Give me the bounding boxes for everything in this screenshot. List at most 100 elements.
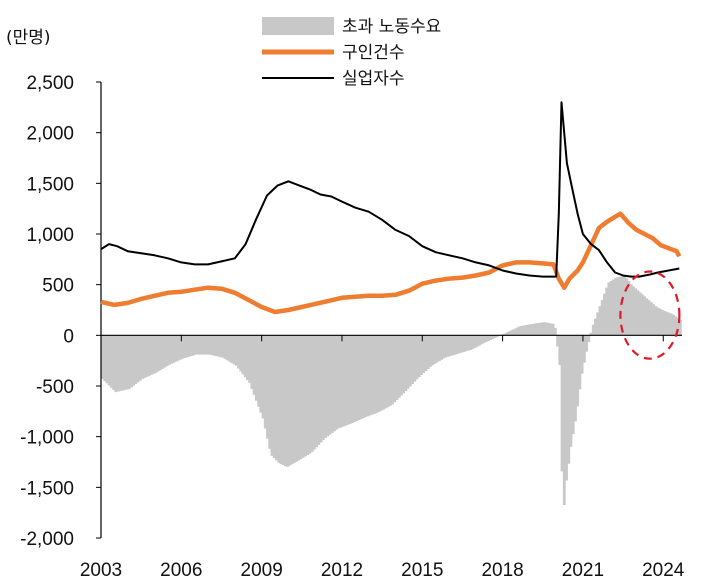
excess-demand-bar <box>652 304 655 336</box>
excess-demand-bar <box>636 290 640 336</box>
excess-demand-bar <box>629 283 633 336</box>
excess-demand-bar <box>384 335 388 409</box>
excess-demand-bar <box>373 335 377 414</box>
excess-demand-bar <box>116 335 120 392</box>
excess-demand-bar <box>194 335 198 355</box>
excess-demand-bar <box>179 335 182 360</box>
excess-demand-bar <box>395 335 399 400</box>
excess-demand-bar <box>121 335 124 391</box>
y-tick-label: -1,000 <box>20 428 74 449</box>
excess-demand-bar <box>203 335 207 355</box>
annotation <box>619 270 681 360</box>
excess-demand-bar <box>348 335 352 424</box>
excess-demand-bar <box>159 335 162 371</box>
excess-demand-bar <box>107 335 111 386</box>
excess-demand-bar <box>141 335 144 379</box>
excess-demand-bar <box>366 335 370 417</box>
excess-demand-bar <box>473 335 477 348</box>
excess-demand-bar <box>350 335 354 424</box>
excess-demand-bar <box>241 335 245 375</box>
excess-demand-bar <box>600 299 604 336</box>
excess-demand-bar <box>243 335 247 378</box>
excess-demand-bar <box>219 335 223 358</box>
excess-demand-bar <box>676 318 680 336</box>
legend-swatch-excess-demand <box>262 17 334 35</box>
excess-demand-bar <box>246 335 249 381</box>
excess-demand-bar <box>263 335 267 429</box>
excess-demand-bar <box>567 335 571 464</box>
x-tick-label: 2009 <box>241 560 283 581</box>
excess-demand-bar <box>346 335 350 425</box>
excess-demand-bar <box>672 314 676 336</box>
excess-demand-bar <box>402 335 406 394</box>
excess-demand-bar <box>228 335 232 362</box>
excess-demand-bar <box>165 335 169 367</box>
excess-demand-bar <box>257 335 261 407</box>
excess-demand-bar <box>453 335 457 355</box>
excess-demand-bar <box>596 312 600 336</box>
excess-demand-bar <box>478 335 481 346</box>
excess-demand-bar <box>275 335 278 461</box>
excess-demand-bar <box>513 328 517 336</box>
excess-demand-bar <box>585 335 588 352</box>
excess-demand-bar <box>261 335 265 419</box>
excess-demand-bar <box>304 335 307 457</box>
excess-demand-bar <box>208 335 211 355</box>
excess-demand-bar <box>382 335 385 410</box>
excess-demand-bar <box>661 309 664 336</box>
excess-demand-bar <box>475 335 479 347</box>
excess-demand-bar <box>156 335 160 372</box>
excess-demand-bar <box>248 335 252 383</box>
x-tick-label: 2003 <box>80 560 122 581</box>
excess-demand-bar <box>145 335 149 377</box>
excess-demand-bar <box>426 335 430 369</box>
excess-demand-bar <box>495 335 499 337</box>
excess-demand-bar <box>353 335 356 423</box>
excess-demand-bar <box>359 335 363 420</box>
x-tick-label: 2015 <box>401 560 443 581</box>
excess-demand-bar <box>669 313 673 336</box>
excess-demand-bar <box>440 335 443 360</box>
excess-demand-bar <box>190 335 194 356</box>
excess-demand-bar <box>466 335 470 351</box>
excess-demand-bar <box>317 335 321 445</box>
excess-demand-bar <box>161 335 165 369</box>
excess-demand-bar <box>286 335 290 467</box>
excess-demand-bar <box>266 335 269 439</box>
excess-demand-bar <box>290 335 294 465</box>
excess-demand-bar <box>337 335 341 429</box>
excess-demand-bar <box>132 335 136 386</box>
excess-demand-bar <box>188 335 191 357</box>
excess-demand-bar <box>522 325 526 336</box>
excess-demand-bar <box>270 335 274 456</box>
excess-demand-bar <box>101 335 104 379</box>
excess-demand-bar <box>279 335 283 464</box>
excess-demand-bar <box>558 335 562 366</box>
excess-demand-bar <box>315 335 319 448</box>
excess-demand-bar <box>509 330 513 336</box>
excess-demand-bar <box>643 296 647 336</box>
excess-demand-bar <box>167 335 171 365</box>
excess-demand-bar <box>230 335 234 364</box>
excess-demand-bar <box>634 288 638 336</box>
x-tick-label: 2021 <box>562 560 604 581</box>
excess-demand-bar <box>234 335 238 366</box>
excess-demand-bar <box>502 333 506 336</box>
excess-demand-bar <box>504 332 508 336</box>
excess-demand-bar <box>109 335 113 388</box>
excess-demand-bar <box>181 335 185 359</box>
excess-demand-bar <box>455 335 459 354</box>
excess-demand-bar <box>127 335 131 390</box>
excess-demand-bar <box>281 335 285 466</box>
unit-label: (만명) <box>6 28 51 48</box>
excess-demand-bar <box>428 335 432 367</box>
y-tick-label: -1,500 <box>20 478 74 499</box>
excess-demand-bar <box>520 325 524 336</box>
excess-demand-bar <box>136 335 140 383</box>
excess-demand-bar <box>201 335 205 355</box>
excess-demand-bar <box>632 286 635 336</box>
excess-demand-bar <box>598 306 602 336</box>
excess-demand-bar <box>288 335 292 466</box>
excess-demand-bar <box>451 335 455 356</box>
excess-demand-bar <box>399 335 403 396</box>
